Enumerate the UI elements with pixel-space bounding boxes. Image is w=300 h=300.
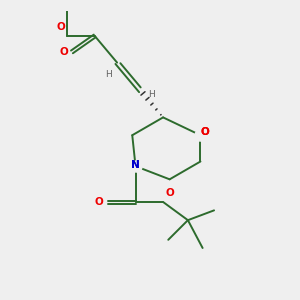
Text: O: O <box>56 22 65 32</box>
Text: O: O <box>59 47 68 57</box>
Text: O: O <box>200 127 209 137</box>
Text: N: N <box>131 160 140 170</box>
Text: N: N <box>131 160 140 170</box>
Text: H: H <box>148 89 155 98</box>
Text: O: O <box>94 197 103 207</box>
Text: H: H <box>105 70 112 79</box>
Text: O: O <box>166 188 175 198</box>
Text: O: O <box>200 127 209 137</box>
